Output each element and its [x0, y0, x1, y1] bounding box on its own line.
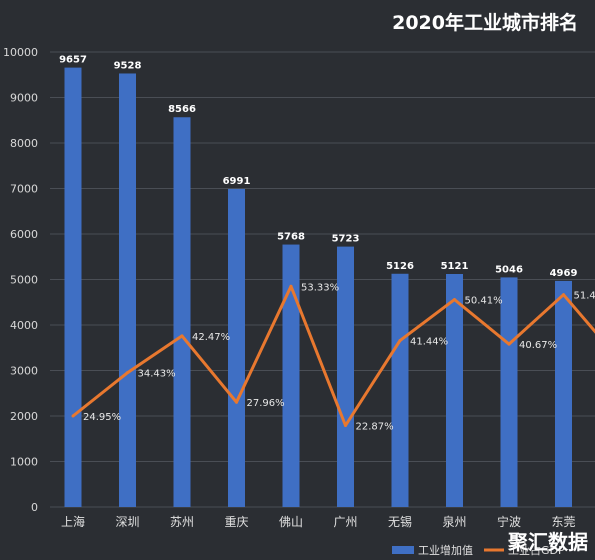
bar [446, 273, 463, 507]
bar [337, 246, 354, 507]
line-point [180, 334, 184, 338]
line-point-label: 42.47% [192, 332, 230, 343]
line-point-label: 40.67% [519, 340, 557, 351]
bar [228, 188, 245, 508]
x-tick-label: 苏州 [170, 515, 194, 529]
gridlines [50, 51, 595, 508]
line-point-label: 27.96% [247, 398, 285, 409]
bar-value-label: 9657 [59, 55, 87, 66]
line-point-label: 41.44% [410, 337, 448, 348]
line-point-label: 53.33% [301, 282, 339, 293]
y-tick-label: 9000 [10, 92, 38, 105]
x-tick-label: 无锡 [388, 514, 412, 529]
y-tick-label: 1000 [10, 456, 38, 469]
chart-title: 2020年工业城市排名 [392, 11, 578, 34]
x-tick-label: 深圳 [115, 515, 139, 529]
legend-swatch-bar [392, 546, 414, 554]
line-point [398, 339, 402, 343]
line-point [71, 414, 75, 418]
bar-value-label: 5723 [332, 234, 360, 245]
bar-value-label: 8566 [168, 104, 196, 115]
bar [119, 73, 136, 507]
x-axis: 上海 深圳 苏州 重庆 佛山 广州 无锡 泉州 宁波 东莞 [61, 514, 576, 529]
y-tick-label: 4000 [10, 319, 38, 332]
bar [500, 277, 518, 507]
bar-value-label: 5121 [441, 261, 469, 272]
line-point [126, 371, 129, 375]
legend-label-line: 工业占GDP [508, 543, 565, 557]
bar [64, 67, 82, 507]
x-tick-label: 重庆 [224, 515, 248, 529]
y-tick-label: 2000 [10, 410, 38, 423]
line-point [235, 400, 238, 404]
y-tick-label: 8000 [10, 137, 38, 150]
bar-value-label: 6991 [223, 176, 251, 187]
watermark: 聚汇数据 [507, 530, 588, 554]
y-tick-label: 6000 [10, 228, 38, 241]
y-axis: 0 1000 2000 3000 4000 5000 6000 7000 8000 9000 100… [3, 46, 38, 514]
bar [173, 117, 191, 507]
x-tick-label: 泉州 [442, 515, 466, 529]
x-tick-label: 上海 [61, 514, 85, 529]
line-point-label: 51.49% [574, 291, 595, 302]
line-point-label: 50.41% [465, 296, 503, 307]
bar-value-label: 5046 [495, 264, 523, 275]
y-tick-label: 3000 [10, 365, 38, 378]
line-point-label: 22.87% [356, 421, 394, 432]
x-tick-label: 东莞 [551, 515, 575, 529]
bar-value-label: 4969 [550, 268, 578, 279]
bar-series: 9657 9528 8566 6991 5768 5723 5126 5121 5046 4969 [59, 55, 578, 508]
line-point [289, 284, 293, 288]
bar [282, 244, 300, 507]
line-point-label: 34.43% [138, 369, 176, 380]
line-point [453, 298, 456, 302]
bar-value-label: 9528 [114, 60, 142, 71]
y-tick-label: 7000 [10, 183, 38, 196]
line-series: 24.95% 34.43% 42.47% 27.96% 53.33% 22.87% 41.4… [71, 282, 595, 432]
bar [391, 273, 409, 507]
line-point [507, 342, 511, 346]
y-tick-label: 5000 [10, 274, 38, 287]
x-tick-label: 佛山 [279, 515, 303, 529]
y-tick-label: 0 [31, 501, 38, 514]
line-point [562, 293, 565, 297]
legend-label-bar: 工业增加值 [418, 543, 473, 557]
line-point [344, 423, 347, 427]
bar-value-label: 5768 [277, 232, 305, 243]
bar-value-label: 5126 [386, 261, 414, 272]
x-tick-label: 广州 [333, 515, 357, 529]
x-tick-label: 宁波 [497, 514, 521, 529]
legend: 工业增加值 工业占GDP [392, 543, 565, 557]
bar [555, 280, 572, 507]
line-point-label: 24.95% [83, 412, 121, 423]
y-tick-label: 10000 [3, 46, 38, 59]
